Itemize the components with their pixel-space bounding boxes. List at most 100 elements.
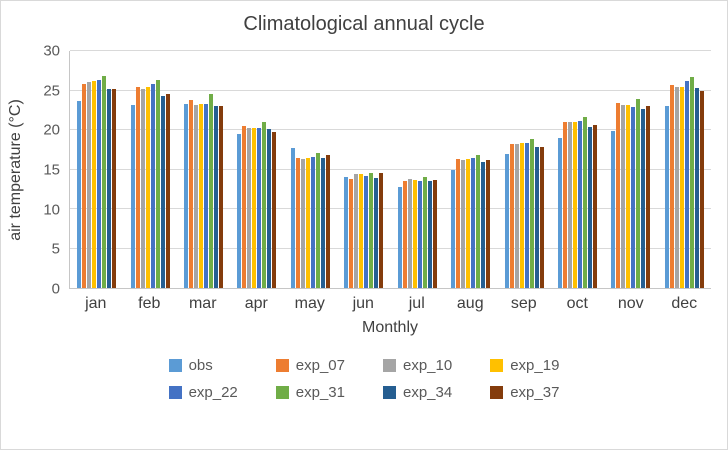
- bar: [593, 125, 597, 288]
- y-axis-title-text: air temperature (°C): [7, 99, 24, 241]
- bar: [310, 156, 315, 288]
- gridline: [70, 247, 711, 249]
- bar: [344, 177, 349, 288]
- bar: [107, 88, 112, 288]
- bar: [626, 104, 631, 288]
- bar: [664, 106, 669, 288]
- legend-swatch: [275, 359, 289, 372]
- bar: [82, 84, 87, 288]
- legend-label: exp_10: [403, 357, 453, 374]
- bar: [646, 106, 651, 288]
- bar: [558, 137, 562, 288]
- legend-label: exp_19: [510, 357, 560, 374]
- x-tick-label: jul: [408, 295, 425, 312]
- bar: [290, 148, 295, 288]
- bar: [417, 181, 422, 288]
- bar: [451, 170, 456, 288]
- y-tick-label: 5: [51, 240, 60, 258]
- bar: [529, 139, 534, 288]
- legend-swatch: [168, 386, 182, 399]
- legend-item: exp_19: [490, 357, 559, 374]
- bar: [641, 109, 646, 288]
- legend-item: exp_10: [383, 357, 452, 374]
- plot-area: [69, 50, 711, 289]
- bar: [189, 99, 194, 288]
- bar: [583, 117, 587, 288]
- bar: [349, 178, 354, 288]
- bar: [621, 104, 626, 288]
- bar-group: [604, 51, 657, 288]
- x-tick-label: may: [294, 295, 325, 312]
- legend-label: obs: [188, 357, 213, 374]
- bar: [684, 81, 689, 288]
- plot-region: air temperature (°C) 0 5 10 15 20 25 30 jan feb…: [1, 43, 727, 345]
- bar-group: [444, 51, 497, 288]
- legend-swatch: [168, 359, 182, 372]
- bar: [674, 86, 679, 288]
- y-tick-label: 10: [43, 201, 60, 219]
- bar-group: [337, 51, 390, 288]
- bar: [364, 175, 369, 288]
- bar: [534, 147, 539, 288]
- gridline: [70, 208, 711, 210]
- bar: [699, 91, 704, 288]
- bar-groups: [70, 51, 711, 288]
- bar: [427, 180, 432, 288]
- bar: [509, 144, 514, 288]
- bar: [135, 86, 140, 288]
- chart-title: Climatological annual cycle: [243, 13, 485, 35]
- y-tick-label: 0: [51, 280, 60, 298]
- bar: [77, 100, 82, 288]
- bar: [374, 178, 379, 288]
- gridline: [70, 168, 711, 170]
- bar: [252, 128, 257, 288]
- bar: [219, 105, 224, 288]
- bar: [476, 155, 481, 288]
- legend-item: exp_22: [168, 384, 238, 401]
- bar: [87, 81, 92, 288]
- legend-label: exp_31: [295, 384, 345, 401]
- plot-column: jan feb mar apr may jun jul aug sep oct nov dec Mon…: [69, 50, 711, 345]
- y-tick-label: 25: [43, 82, 60, 100]
- bar: [257, 128, 262, 288]
- x-tick-label: oct: [566, 295, 588, 312]
- bar: [112, 88, 117, 288]
- legend-swatch: [490, 386, 504, 399]
- bar: [315, 152, 320, 288]
- bar: [679, 86, 684, 288]
- bar: [92, 81, 97, 288]
- bar: [588, 126, 592, 288]
- bar: [199, 103, 204, 288]
- bar: [165, 94, 170, 288]
- bar-group: [123, 51, 176, 288]
- legend-swatch: [383, 359, 396, 372]
- x-tick-label: apr: [244, 295, 268, 312]
- x-tick-label: sep: [510, 295, 537, 312]
- bar: [524, 143, 529, 288]
- x-tick-label: dec: [671, 295, 698, 312]
- y-axis-title: air temperature (°C): [1, 51, 31, 289]
- bar: [247, 127, 252, 288]
- legend-label: exp_34: [403, 384, 453, 401]
- bar: [539, 146, 544, 288]
- bar: [573, 122, 577, 288]
- bar: [155, 80, 160, 288]
- bar: [140, 88, 145, 288]
- bar: [471, 157, 476, 288]
- x-tick-label: jan: [85, 295, 107, 312]
- bar: [481, 161, 486, 288]
- bar: [694, 88, 699, 288]
- x-tick-label: mar: [188, 295, 217, 312]
- x-axis-title: Monthly: [361, 319, 419, 336]
- legend-label: exp_07: [295, 357, 345, 374]
- legend-item: obs: [168, 357, 238, 374]
- y-tick-label: 15: [43, 161, 60, 179]
- bar-group: [70, 51, 123, 288]
- bar-group: [391, 51, 444, 288]
- bar-group: [497, 51, 550, 288]
- bar: [184, 103, 189, 288]
- bar-group: [551, 51, 604, 288]
- bar: [616, 103, 621, 288]
- bar: [102, 76, 107, 288]
- bar: [631, 107, 636, 288]
